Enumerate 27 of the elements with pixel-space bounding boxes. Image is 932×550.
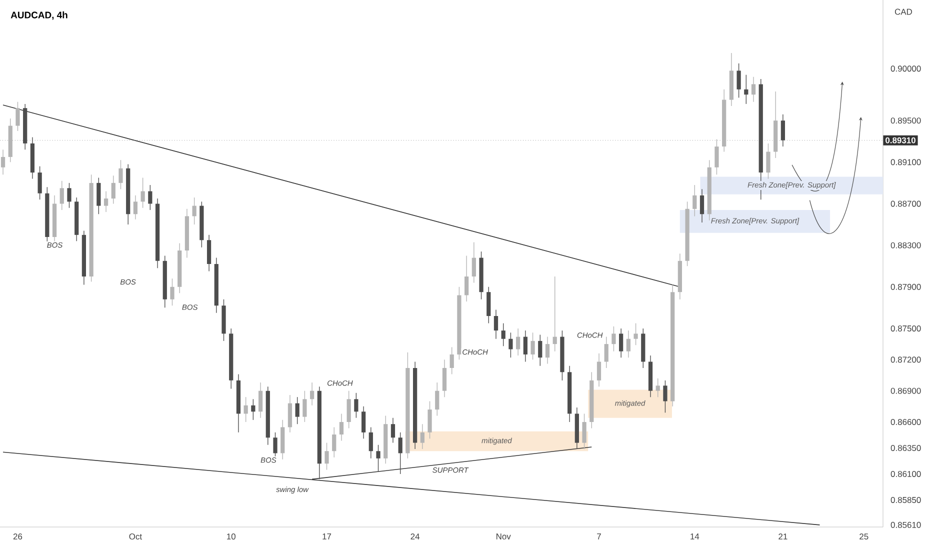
x-tick-label: 17 — [322, 534, 332, 540]
y-tick-label: 0.86900 — [890, 388, 921, 394]
x-tick-label: 14 — [690, 534, 700, 540]
x-tick-label: 26 — [13, 534, 22, 540]
y-tick-label: 0.86350 — [890, 445, 921, 451]
x-tick-label: 25 — [860, 534, 868, 540]
y-tick-label: 0.87900 — [890, 284, 921, 290]
x-tick-label: 24 — [410, 534, 420, 540]
x-tick-label: 10 — [227, 534, 236, 540]
y-tick-label: 0.86100 — [890, 470, 921, 477]
y-tick-label: 0.89500 — [890, 118, 921, 124]
ref-line-label: 0.89310 — [886, 137, 916, 144]
x-tick-label: Nov — [496, 534, 511, 540]
x-tick-label: Oct — [129, 534, 142, 540]
y-tick-label: 0.87500 — [890, 325, 921, 332]
y-tick-label: 0.89100 — [890, 159, 921, 166]
y-tick-label: 0.88700 — [890, 200, 921, 207]
x-tick-label: 7 — [597, 534, 601, 540]
y-tick-label: 0.88300 — [890, 242, 921, 248]
y-tick-label: 0.85850 — [890, 496, 921, 503]
y-tick-label: 0.90000 — [890, 66, 921, 72]
y-tick-label: 0.85610 — [890, 522, 921, 528]
y-tick-label: 0.86600 — [890, 419, 921, 426]
y-axis-title: CAD — [894, 8, 912, 15]
x-tick-label: 21 — [778, 534, 788, 540]
y-tick-label: 0.87200 — [890, 356, 921, 363]
text: AUDCAD, 4h — [10, 11, 68, 20]
